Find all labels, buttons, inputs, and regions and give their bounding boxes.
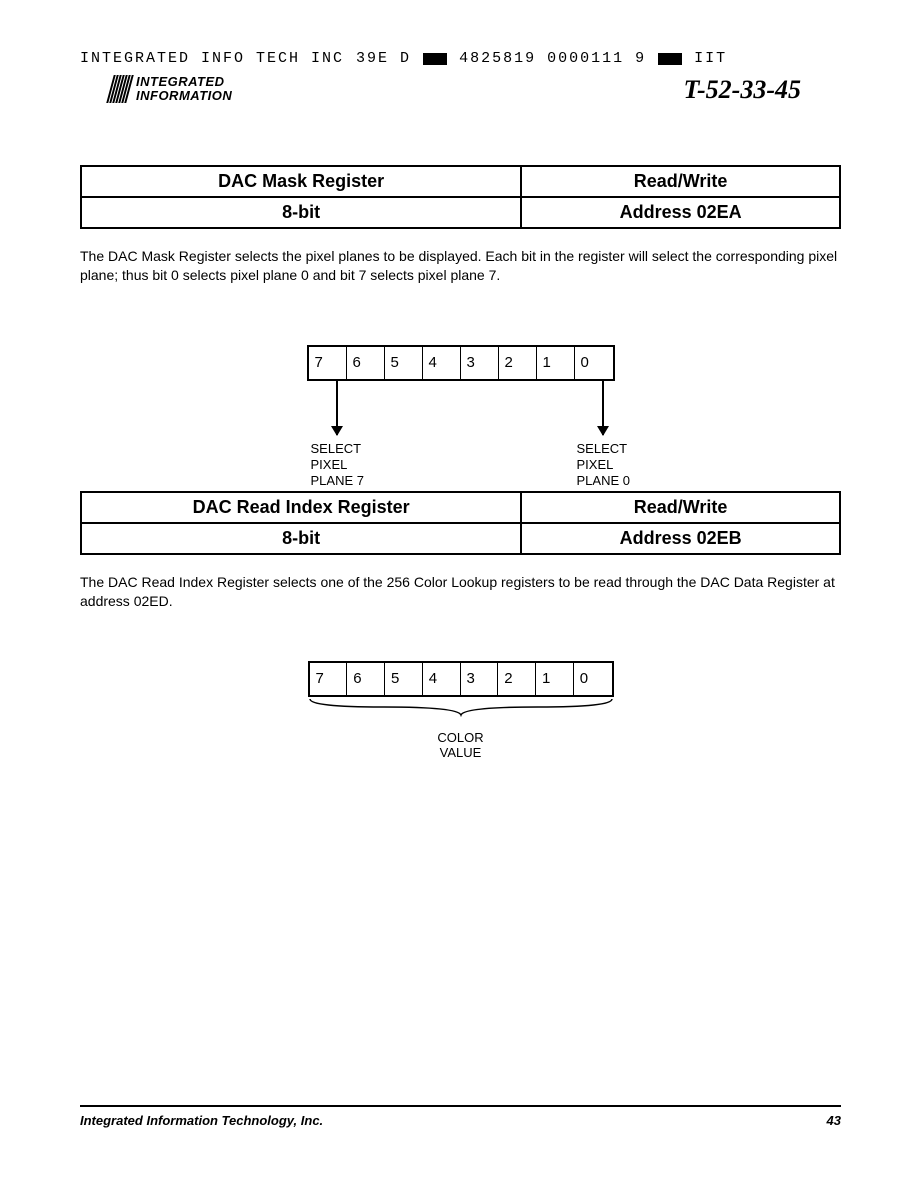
logo-text: INTEGRATED INFORMATION — [136, 75, 232, 104]
reg2-width: 8-bit — [81, 523, 521, 554]
bit-cell: 2 — [499, 347, 537, 379]
reg1-rw: Read/Write — [521, 166, 840, 197]
register2-table: DAC Read Index Register Read/Write 8-bit… — [80, 491, 841, 555]
bit-cell: 0 — [575, 347, 613, 379]
reg1-arrow-right: SELECT PIXEL PLANE 0 — [577, 379, 630, 490]
bit-cell: 2 — [498, 663, 536, 695]
header-code2: 4825819 0000111 9 — [459, 50, 646, 67]
reg2-brace-label: COLOR VALUE — [308, 730, 614, 761]
reg2-addr: Address 02EB — [521, 523, 840, 554]
reg2-description: The DAC Read Index Register selects one … — [80, 573, 841, 611]
logo-line1: INTEGRATED — [136, 75, 232, 89]
bit-cell: 6 — [347, 663, 385, 695]
bit-cell: 7 — [310, 663, 348, 695]
bit-cell: 4 — [423, 663, 461, 695]
reg1-description: The DAC Mask Register selects the pixel … — [80, 247, 841, 285]
bit-cell: 7 — [309, 347, 347, 379]
reg1-addr: Address 02EA — [521, 197, 840, 228]
bit-cell: 6 — [347, 347, 385, 379]
logo-line2: INFORMATION — [136, 89, 232, 103]
handwritten-code: T-52-33-45 — [684, 75, 801, 105]
header-code3: IIT — [694, 50, 727, 67]
footer-company: Integrated Information Technology, Inc. — [80, 1113, 323, 1128]
reg1-title: DAC Mask Register — [81, 166, 521, 197]
reg1-label-right: SELECT PIXEL PLANE 0 — [577, 441, 630, 490]
logo-bars-icon — [106, 75, 134, 103]
redact-box — [658, 53, 682, 65]
arrow-down-icon — [602, 379, 604, 435]
brace-icon — [308, 697, 614, 717]
doc-header-line: INTEGRATED INFO TECH INC 39E D 4825819 0… — [80, 50, 841, 67]
bit-cell: 3 — [461, 347, 499, 379]
arrow-down-icon — [336, 379, 338, 435]
reg1-width: 8-bit — [81, 197, 521, 228]
redact-box — [423, 53, 447, 65]
footer-page: 43 — [827, 1113, 841, 1128]
reg2-rw: Read/Write — [521, 492, 840, 523]
company-logo: INTEGRATED INFORMATION — [110, 75, 232, 104]
page-footer: Integrated Information Technology, Inc. … — [80, 1105, 841, 1128]
reg2-title: DAC Read Index Register — [81, 492, 521, 523]
bit-cell: 3 — [461, 663, 499, 695]
bit-cell: 5 — [385, 663, 423, 695]
bit-cell: 1 — [537, 347, 575, 379]
bit-cell: 0 — [574, 663, 612, 695]
reg1-bit-diagram: 7 6 5 4 3 2 1 0 SELECT PIXEL PLANE 7 SEL… — [80, 345, 841, 381]
header-company: INTEGRATED INFO TECH INC — [80, 50, 344, 67]
reg1-label-left: SELECT PIXEL PLANE 7 — [311, 441, 364, 490]
register1-table: DAC Mask Register Read/Write 8-bit Addre… — [80, 165, 841, 229]
reg2-bit-diagram: 7 6 5 4 3 2 1 0 COLOR VALUE — [80, 661, 841, 761]
reg1-arrow-left: SELECT PIXEL PLANE 7 — [311, 379, 364, 490]
header-code1: 39E D — [356, 50, 411, 67]
bit-cell: 5 — [385, 347, 423, 379]
bit-cell: 1 — [536, 663, 574, 695]
logo-row: INTEGRATED INFORMATION T-52-33-45 — [80, 75, 841, 105]
bit-cell: 4 — [423, 347, 461, 379]
